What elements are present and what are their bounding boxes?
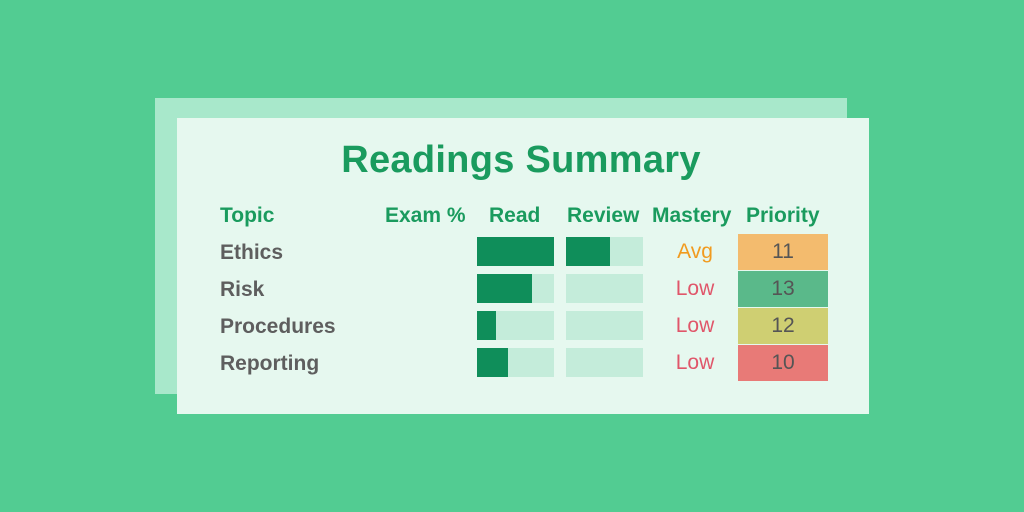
row-topic: Risk xyxy=(220,278,265,301)
header-read: Read xyxy=(489,204,541,227)
table-row: Reporting Low 10 xyxy=(0,345,1024,381)
review-progress-fill xyxy=(566,237,610,266)
mastery-label: Low xyxy=(675,277,715,300)
priority-cell: 12 xyxy=(738,308,828,344)
review-progress-bar xyxy=(566,311,643,340)
header-priority: Priority xyxy=(746,204,820,227)
review-progress-bar xyxy=(566,274,643,303)
table-row: Risk Low 13 xyxy=(0,271,1024,307)
read-progress-bar xyxy=(477,348,554,377)
read-progress-fill xyxy=(477,274,532,303)
read-progress-bar xyxy=(477,237,554,266)
mastery-label: Low xyxy=(675,351,715,374)
row-topic: Ethics xyxy=(220,241,284,264)
priority-cell: 10 xyxy=(738,345,828,381)
header-exam: Exam % xyxy=(385,204,466,227)
header-topic: Topic xyxy=(220,204,275,227)
page-title: Readings Summary xyxy=(341,139,701,181)
table-row: Ethics Avg 11 xyxy=(0,234,1024,270)
read-progress-bar xyxy=(477,311,554,340)
review-progress-bar xyxy=(566,237,643,266)
priority-cell: 13 xyxy=(738,271,828,307)
table-row: Procedures Low 12 xyxy=(0,308,1024,344)
read-progress-fill xyxy=(477,237,554,266)
header-review: Review xyxy=(567,204,640,227)
review-progress-bar xyxy=(566,348,643,377)
row-topic: Reporting xyxy=(220,352,320,375)
priority-cell: 11 xyxy=(738,234,828,270)
mastery-label: Low xyxy=(675,314,715,337)
header-mastery: Mastery xyxy=(652,204,732,227)
read-progress-fill xyxy=(477,348,508,377)
read-progress-bar xyxy=(477,274,554,303)
row-topic: Procedures xyxy=(220,315,336,338)
mastery-label: Avg xyxy=(677,240,713,263)
read-progress-fill xyxy=(477,311,497,340)
